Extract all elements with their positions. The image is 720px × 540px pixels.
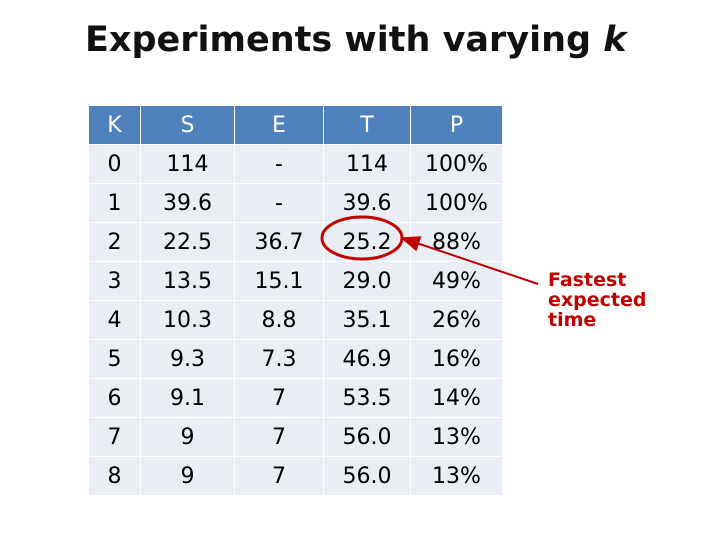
header-cell: T <box>323 105 411 145</box>
table-cell: 9 <box>140 417 235 457</box>
table-row: 6 9.1 7 53.5 14% <box>88 378 503 418</box>
table-cell: 9 <box>140 456 235 496</box>
table-row: 0 114-114 100% <box>88 144 503 184</box>
table-cell: 114 <box>323 144 411 184</box>
title-variable: k <box>603 20 627 60</box>
table-cell: 13% <box>410 456 503 496</box>
table-cell: 56.0 <box>323 417 411 457</box>
table-cell: 36.7 <box>234 222 324 262</box>
title-text: Experiments with varying <box>85 20 592 60</box>
table-cell: 8 <box>88 456 141 496</box>
table-cell: 3 <box>88 261 141 301</box>
table-cell: 16% <box>410 339 503 379</box>
annotation: Fastest expected time <box>548 270 646 330</box>
table-cell: 0 <box>88 144 141 184</box>
table-cell: - <box>234 183 324 223</box>
highlight-circle <box>320 215 404 261</box>
table-cell: 1 <box>88 183 141 223</box>
table-cell: 46.9 <box>323 339 411 379</box>
table-row: 4 10.3 8.8 35.1 26% <box>88 300 503 340</box>
table-row: 8 9 7 56.0 13% <box>88 456 503 496</box>
header-cell: E <box>234 105 324 145</box>
annotation-line: expected <box>548 289 647 311</box>
header-cell: K <box>88 105 141 145</box>
table-cell: 14% <box>410 378 503 418</box>
table-cell: 53.5 <box>323 378 411 418</box>
table-cell: 9.1 <box>140 378 235 418</box>
table-row: 5 9.3 7.3 46.9 16% <box>88 339 503 379</box>
table-cell: 29.0 <box>323 261 411 301</box>
table-cell: 7.3 <box>234 339 324 379</box>
annotation-line: time <box>548 309 597 331</box>
annotation-line: Fastest <box>548 269 627 291</box>
table-cell: 13% <box>410 417 503 457</box>
table-cell: - <box>234 144 324 184</box>
table-row: 7 9 7 56.0 13% <box>88 417 503 457</box>
table-cell: 88% <box>410 222 503 262</box>
table-cell: 39.6 <box>140 183 235 223</box>
table-cell: 15.1 <box>234 261 324 301</box>
table-row: 1 39.6-39.6 100% <box>88 183 503 223</box>
header-cell: P <box>410 105 503 145</box>
table-cell: 10.3 <box>140 300 235 340</box>
table-cell: 22.5 <box>140 222 235 262</box>
table-body: 0 114-114 100% 1 39.6-39.6 100% 2 22.5 36.7 25.2 8… <box>88 144 503 496</box>
annotation-arrow <box>400 236 539 285</box>
table-cell: 13.5 <box>140 261 235 301</box>
table-cell: 26% <box>410 300 503 340</box>
slide-title: Experiments with varying k <box>85 20 627 60</box>
table-cell: 8.8 <box>234 300 324 340</box>
table-cell: 4 <box>88 300 141 340</box>
table-cell: 9.3 <box>140 339 235 379</box>
table-cell: 35.1 <box>323 300 411 340</box>
table-cell: 7 <box>234 456 324 496</box>
table-cell: 114 <box>140 144 235 184</box>
table-row: 3 13.5 15.1 29.0 49% <box>88 261 503 301</box>
table-cell: 100% <box>410 144 503 184</box>
table-cell: 56.0 <box>323 456 411 496</box>
table-cell: 39.6 <box>323 183 411 223</box>
